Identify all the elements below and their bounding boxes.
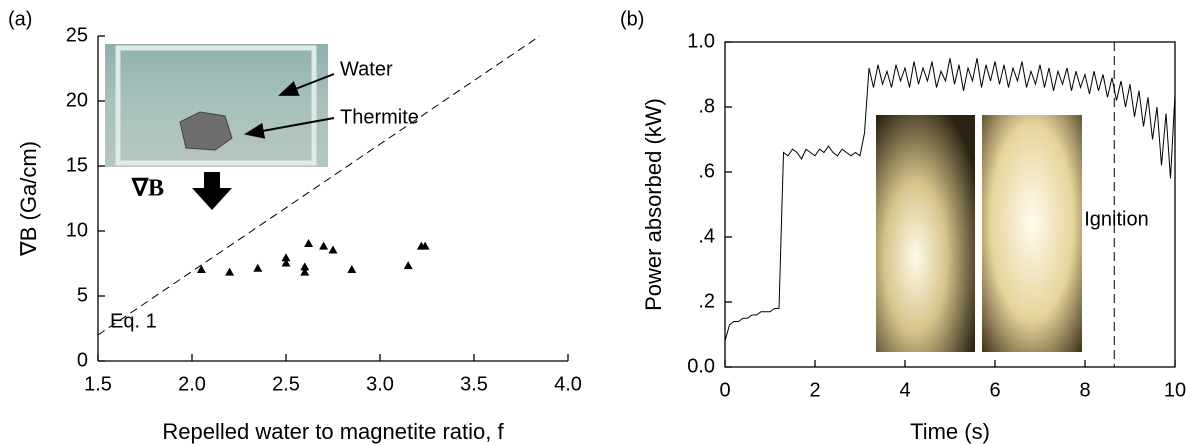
x-tick-label: 2 bbox=[809, 379, 820, 401]
annotation: Thermite bbox=[340, 106, 419, 128]
reference-label: Eq. 1 bbox=[110, 310, 157, 332]
x-tick-label: 6 bbox=[989, 379, 1000, 401]
y-axis-label: ∇B (Ga/cm) bbox=[16, 141, 41, 257]
x-tick-label: 3.0 bbox=[366, 373, 394, 395]
annotation: ∇B bbox=[131, 176, 164, 202]
reference-line bbox=[97, 35, 541, 336]
x-tick-label: 3.5 bbox=[460, 373, 488, 395]
y-tick-label: 0.0 bbox=[687, 355, 715, 377]
y-tick-label: 1.0 bbox=[687, 30, 715, 52]
x-tick-label: 2.5 bbox=[272, 373, 300, 395]
x-tick-label: 1.5 bbox=[84, 373, 112, 395]
x-tick-label: 2.0 bbox=[178, 373, 206, 395]
y-tick-label: 10 bbox=[66, 219, 88, 241]
point bbox=[300, 267, 310, 276]
y-tick-label: .6 bbox=[698, 160, 715, 182]
x-tick-label: 4.0 bbox=[554, 373, 582, 395]
y-tick-label: .2 bbox=[698, 290, 715, 312]
y-tick-label: 0 bbox=[77, 349, 88, 371]
point bbox=[403, 261, 413, 270]
down-arrow bbox=[192, 172, 232, 210]
y-tick-label: .8 bbox=[698, 95, 715, 117]
point bbox=[319, 241, 329, 250]
point bbox=[225, 267, 235, 276]
x-tick-label: 0 bbox=[719, 379, 730, 401]
x-axis-label: Repelled water to magnetite ratio, f bbox=[162, 419, 504, 444]
inset-frame bbox=[115, 45, 317, 166]
x-tick-label: 10 bbox=[1164, 379, 1186, 401]
inset-photo bbox=[982, 115, 1082, 352]
point bbox=[281, 258, 291, 267]
panel-label: (b) bbox=[620, 8, 644, 30]
x-tick-label: 4 bbox=[899, 379, 910, 401]
inset-photo bbox=[876, 115, 975, 352]
point bbox=[300, 262, 310, 271]
x-axis-label: Time (s) bbox=[910, 419, 990, 444]
thermite-lump bbox=[179, 111, 233, 151]
point bbox=[304, 239, 314, 247]
y-tick-label: 15 bbox=[66, 154, 88, 176]
point bbox=[253, 263, 263, 272]
point bbox=[420, 241, 430, 250]
point bbox=[281, 253, 291, 262]
annotation: Water bbox=[340, 58, 393, 80]
ignition-label: Ignition bbox=[1084, 208, 1149, 230]
panel-label: (a) bbox=[8, 8, 32, 30]
point bbox=[347, 265, 357, 273]
y-tick-label: 5 bbox=[77, 284, 88, 306]
x-tick-label: 8 bbox=[1079, 379, 1090, 401]
y-tick-label: .4 bbox=[698, 225, 715, 247]
point bbox=[328, 245, 338, 254]
y-tick-label: 25 bbox=[66, 24, 88, 46]
power-trace bbox=[724, 58, 1176, 342]
y-tick-label: 20 bbox=[66, 89, 88, 111]
annotation-arrow bbox=[244, 117, 335, 139]
annotation-arrow bbox=[278, 73, 335, 96]
plot-frame bbox=[724, 41, 1176, 368]
y-axis-label: Power absorbed (kW) bbox=[641, 98, 666, 311]
point bbox=[196, 265, 206, 273]
